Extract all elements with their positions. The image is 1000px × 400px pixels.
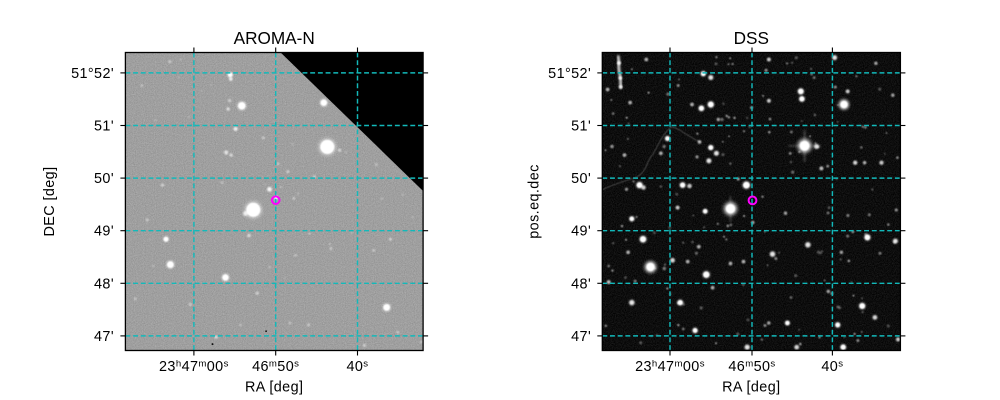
svg-text:47': 47' — [94, 329, 114, 345]
svg-text:DEC [deg]: DEC [deg] — [42, 167, 58, 237]
svg-text:51°52': 51°52' — [548, 66, 591, 82]
svg-text:50': 50' — [94, 171, 114, 187]
svg-text:46m50s: 46m50s — [728, 358, 775, 375]
svg-text:RA [deg]: RA [deg] — [722, 380, 780, 396]
svg-text:23h47m00s: 23h47m00s — [635, 358, 705, 375]
svg-text:47': 47' — [571, 329, 591, 345]
svg-text:48': 48' — [571, 276, 591, 292]
svg-text:49': 49' — [94, 224, 114, 240]
svg-text:40s: 40s — [346, 358, 368, 375]
svg-text:49': 49' — [571, 224, 591, 240]
svg-text:RA [deg]: RA [deg] — [245, 380, 303, 396]
svg-text:pos.eq.dec: pos.eq.dec — [527, 164, 543, 238]
svg-text:46m50s: 46m50s — [252, 358, 299, 375]
svg-text:50': 50' — [571, 171, 591, 187]
svg-text:AROMA-N: AROMA-N — [234, 28, 315, 48]
svg-text:48': 48' — [94, 276, 114, 292]
svg-text:51°52': 51°52' — [71, 66, 114, 82]
svg-text:51': 51' — [571, 119, 591, 135]
svg-text:51': 51' — [94, 119, 114, 135]
svg-text:DSS: DSS — [734, 28, 769, 48]
svg-text:40s: 40s — [821, 358, 843, 375]
svg-text:23h47m00s: 23h47m00s — [159, 358, 229, 375]
